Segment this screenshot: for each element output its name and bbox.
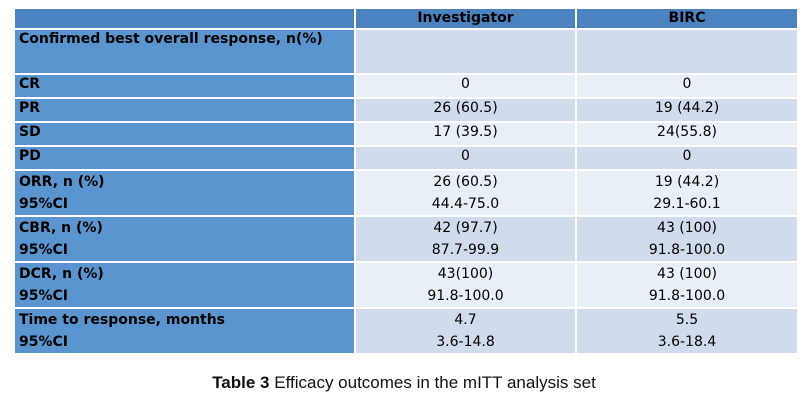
- row-label: Time to response, months 95%CI: [15, 309, 356, 355]
- table-caption: Table 3 Efficacy outcomes in the mITT an…: [0, 373, 808, 393]
- row-label-line: PR: [19, 100, 41, 116]
- investigator-value: 43(100) 91.8-100.0: [356, 263, 577, 309]
- row-label-line: ORR, n (%): [19, 174, 105, 190]
- investigator-value-line: 26 (60.5): [433, 100, 498, 116]
- birc-value-line: 24(55.8): [657, 124, 717, 140]
- birc-value-line: 3.6-18.4: [657, 334, 717, 350]
- birc-value-line: 29.1-60.1: [653, 196, 721, 212]
- investigator-value: 42 (97.7) 87.7-99.9: [356, 217, 577, 263]
- investigator-value-line: 26 (60.5): [433, 174, 498, 190]
- investigator-value-line: 3.6-14.8: [436, 334, 495, 350]
- section-header-empty: [356, 30, 577, 75]
- row-label: CR: [15, 75, 356, 99]
- birc-value-line: 0: [682, 76, 692, 92]
- investigator-value-line: 17 (39.5): [433, 124, 498, 140]
- investigator-value: 0: [356, 75, 577, 99]
- investigator-value-line: 87.7-99.9: [431, 242, 500, 258]
- header-investigator: Investigator: [356, 9, 577, 30]
- row-label-line: SD: [19, 124, 41, 140]
- investigator-value: 26 (60.5) 44.4-75.0: [356, 171, 577, 217]
- investigator-value-line: 0: [461, 76, 470, 92]
- birc-value: 24(55.8): [577, 123, 799, 147]
- header-label-cell: [15, 9, 356, 30]
- row-label-line: 95%CI: [19, 242, 68, 258]
- birc-value: 0: [577, 75, 799, 99]
- birc-value-line: 91.8-100.0: [648, 288, 726, 304]
- table-row: PD 0 0: [15, 147, 799, 171]
- table-row: PR 26 (60.5) 19 (44.2): [15, 99, 799, 123]
- row-label: ORR, n (%) 95%CI: [15, 171, 356, 217]
- birc-value-line: 0: [682, 148, 692, 164]
- row-label-line: Time to response, months: [19, 312, 226, 328]
- birc-value-line: 19 (44.2): [654, 174, 720, 190]
- birc-value-line: 43 (100): [657, 266, 717, 282]
- row-label: PD: [15, 147, 356, 171]
- section-header-empty: [577, 30, 799, 75]
- header-birc: BIRC: [577, 9, 799, 30]
- investigator-value: 4.7 3.6-14.8: [356, 309, 577, 355]
- table-row: CR 0 0: [15, 75, 799, 99]
- birc-value: 43 (100) 91.8-100.0: [577, 263, 799, 309]
- birc-value-line: 43 (100): [657, 220, 717, 236]
- row-label: SD: [15, 123, 356, 147]
- table-row: DCR, n (%) 95%CI 43(100) 91.8-100.0 43 (100)…: [15, 263, 799, 309]
- section-header-row: Confirmed best overall response, n(%): [15, 30, 799, 75]
- investigator-value-line: 42 (97.7): [433, 220, 498, 236]
- investigator-value-line: 4.7: [454, 312, 477, 328]
- investigator-value-line: 44.4-75.0: [431, 196, 500, 212]
- row-label-line: CBR, n (%): [19, 220, 103, 236]
- table-row: CBR, n (%) 95%CI 42 (97.7) 87.7-99.9 43 (100…: [15, 217, 799, 263]
- investigator-value: 0: [356, 147, 577, 171]
- row-label: PR: [15, 99, 356, 123]
- birc-value: 19 (44.2) 29.1-60.1: [577, 171, 799, 217]
- investigator-value: 17 (39.5): [356, 123, 577, 147]
- birc-value-line: 19 (44.2): [654, 100, 720, 116]
- birc-value-line: 91.8-100.0: [648, 242, 726, 258]
- table-row: SD 17 (39.5) 24(55.8): [15, 123, 799, 147]
- caption-text: Efficacy outcomes in the mITT analysis s…: [269, 373, 596, 392]
- table-row: Time to response, months 95%CI 4.7 3.6-14.8…: [15, 309, 799, 355]
- row-label: DCR, n (%) 95%CI: [15, 263, 356, 309]
- row-label: CBR, n (%) 95%CI: [15, 217, 356, 263]
- caption-number: Table 3: [212, 373, 270, 392]
- row-label-line: PD: [19, 148, 41, 164]
- section-header-label: Confirmed best overall response, n(%): [15, 30, 356, 75]
- row-label-line: CR: [19, 76, 41, 92]
- birc-value: 0: [577, 147, 799, 171]
- investigator-value-line: 91.8-100.0: [427, 288, 504, 304]
- efficacy-table: Investigator BIRC Confirmed best overall…: [15, 9, 799, 355]
- birc-value: 19 (44.2): [577, 99, 799, 123]
- birc-value: 43 (100) 91.8-100.0: [577, 217, 799, 263]
- header-row: Investigator BIRC: [15, 9, 799, 30]
- investigator-value-line: 0: [461, 148, 470, 164]
- investigator-value: 26 (60.5): [356, 99, 577, 123]
- birc-value: 5.5 3.6-18.4: [577, 309, 799, 355]
- table-row: ORR, n (%) 95%CI 26 (60.5) 44.4-75.0 19 (44.…: [15, 171, 799, 217]
- row-label-line: 95%CI: [19, 196, 68, 212]
- row-label-line: 95%CI: [19, 334, 68, 350]
- birc-value-line: 5.5: [675, 312, 699, 328]
- row-label-line: DCR, n (%): [19, 266, 104, 282]
- investigator-value-line: 43(100): [437, 266, 494, 282]
- row-label-line: 95%CI: [19, 288, 68, 304]
